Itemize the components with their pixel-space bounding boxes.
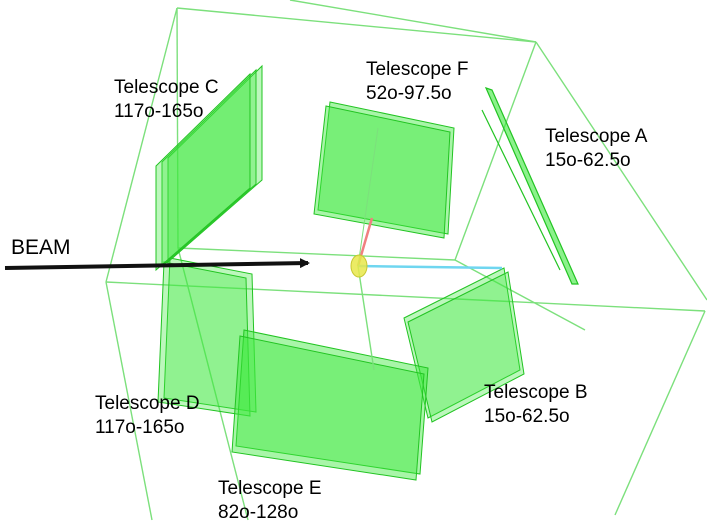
- telescope-d-range: 117o-165o: [95, 417, 185, 438]
- telescope-e-label: Telescope E 82o-128o: [218, 477, 322, 523]
- telescope-a-name: Telescope A: [545, 126, 648, 147]
- telescope-a-label: Telescope A 15o-62.5o: [545, 125, 647, 173]
- telescope-b-name: Telescope B: [484, 382, 588, 403]
- telescope-f-name: Telescope F: [366, 59, 469, 80]
- target: [350, 254, 368, 278]
- telescope-a-range: 15o-62.5o: [545, 150, 631, 171]
- telescope-f-label: Telescope F 52o-97.5o: [366, 58, 468, 106]
- track-green-up: [357, 127, 379, 267]
- telescope-c-range: 117o-165o: [114, 101, 204, 122]
- telescope-a-detector: [481, 87, 579, 285]
- telescope-c-detector: [155, 64, 263, 272]
- beam-arrow: [4, 258, 310, 270]
- telescope-b-label: Telescope B 15o-62.5o: [484, 381, 588, 429]
- telescope-b-range: 15o-62.5o: [484, 406, 570, 427]
- telescope-e-detector: [231, 329, 429, 481]
- telescope-d-label: Telescope D 117o-165o: [95, 392, 200, 440]
- telescope-e-name: Telescope E: [218, 478, 322, 499]
- telescope-d-detector: [157, 257, 257, 417]
- telescope-d-name: Telescope D: [95, 393, 200, 414]
- telescope-c-label: Telescope C 117o-165o: [114, 76, 219, 124]
- wireframe-box: [105, 0, 707, 521]
- telescope-c-name: Telescope C: [114, 77, 219, 98]
- beam-label: BEAM: [11, 236, 71, 259]
- telescope-f-range: 52o-97.5o: [366, 83, 452, 104]
- telescope-e-range: 82o-128o: [218, 502, 299, 523]
- track-cyan: [357, 264, 503, 270]
- track-green: [357, 265, 375, 371]
- telescope-f-detector: [313, 101, 455, 239]
- telescope-b-detector: [403, 267, 525, 423]
